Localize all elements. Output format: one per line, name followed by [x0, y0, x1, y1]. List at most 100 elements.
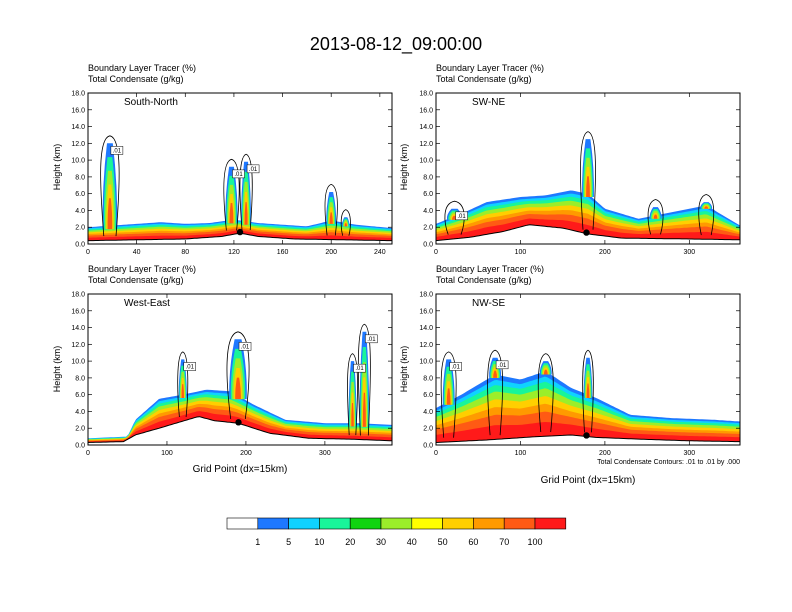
contour-label-box [183, 362, 197, 371]
panel-2-header-line2: Total Condensate (g/kg) [436, 74, 532, 84]
contour-label-box [238, 342, 252, 351]
x-tick-label: 300 [683, 249, 695, 256]
y-tick-label: 14.0 [419, 124, 433, 131]
y-tick-label: 2.0 [423, 225, 433, 232]
y-tick-label: 6.0 [75, 392, 85, 399]
colorbar-label: 30 [376, 537, 386, 547]
condensate-contour [324, 183, 338, 236]
colorbar-label: 20 [345, 537, 355, 547]
panel-1-header-line2: Total Condensate (g/kg) [88, 74, 184, 84]
convective-column [229, 203, 234, 224]
y-tick-label: 16.0 [71, 107, 85, 114]
y-tick-label: 16.0 [419, 308, 433, 315]
colorbar-swatch [257, 517, 289, 530]
terrain [88, 416, 392, 445]
y-tick-label: 12.0 [71, 141, 85, 148]
panel-1-header-line1: Boundary Layer Tracer (%) [88, 63, 196, 73]
location-marker [235, 419, 242, 426]
tracer-field [436, 349, 740, 445]
panel-name: South-North [124, 97, 178, 108]
x-tick-label: 200 [599, 450, 611, 457]
panel-2-header-line1: Boundary Layer Tracer (%) [436, 63, 544, 73]
y-tick-label: 12.0 [71, 342, 85, 349]
x-tick-label: 100 [515, 450, 527, 457]
terrain [88, 233, 392, 244]
colorbar-swatch [226, 517, 259, 530]
condensate-contour [647, 199, 664, 235]
colorbar-label: 100 [527, 537, 542, 547]
y-tick-label: 14.0 [419, 325, 433, 332]
panel-sw-ne: Boundary Layer Tracer (%) Total Condensa… [399, 63, 741, 256]
condensate-contour [580, 131, 596, 230]
colorbar-label: 60 [468, 537, 478, 547]
y-tick-label: 8.0 [423, 375, 433, 382]
contour-note: Total Condensate Contours: .01 to .01 by… [597, 459, 740, 466]
convective-column [362, 392, 366, 427]
convective-column [543, 369, 548, 375]
colorbar-label: 1 [255, 537, 260, 547]
convective-column [181, 384, 185, 398]
panel-3-xlabel: Grid Point (dx=15km) [193, 464, 288, 475]
convective-column [586, 176, 590, 197]
y-tick-label: 18.0 [419, 91, 433, 98]
condensate-contour [239, 153, 253, 231]
condensate-contour [440, 351, 457, 438]
panel-name: SW-NE [472, 97, 505, 108]
panel-3-header-line2: Total Condensate (g/kg) [88, 275, 184, 285]
y-tick-label: 2.0 [75, 225, 85, 232]
convective-column [704, 206, 709, 209]
colorbar-swatch [503, 517, 536, 530]
x-tick-label: 200 [240, 450, 252, 457]
colorbar-label: 50 [438, 537, 448, 547]
colorbar-swatch [380, 517, 413, 530]
y-tick-label: 4.0 [75, 208, 85, 215]
y-tick-label: 10.0 [419, 359, 433, 366]
y-tick-label: 14.0 [71, 325, 85, 332]
convective-column [244, 202, 248, 225]
y-tick-label: 8.0 [75, 174, 85, 181]
y-tick-label: 12.0 [419, 141, 433, 148]
y-tick-label: 8.0 [423, 174, 433, 181]
panel-2-ylabel: Height (km) [399, 144, 409, 191]
colorbar-label: 40 [407, 537, 417, 547]
condensate-contour [340, 209, 351, 236]
contour-label-box [495, 360, 509, 370]
colorbar-swatch [288, 517, 320, 530]
panel-name: West-East [124, 298, 170, 309]
y-tick-label: 14.0 [71, 124, 85, 131]
condensate-contour [177, 351, 189, 418]
contour-label-box [232, 169, 245, 179]
contour-label: .01 [451, 365, 460, 371]
x-tick-label: 0 [86, 249, 90, 256]
condensate-contour [698, 194, 715, 236]
colorbar-swatch [534, 517, 567, 530]
y-tick-label: 8.0 [75, 375, 85, 382]
contour-label: .01 [234, 172, 243, 178]
plot-frame [87, 293, 393, 446]
y-tick-label: 10.0 [419, 158, 433, 165]
y-tick-label: 2.0 [75, 426, 85, 433]
convective-column [107, 198, 113, 230]
condensate-contour [444, 200, 465, 235]
convective-column [493, 370, 498, 378]
condensate-contour [537, 353, 554, 433]
y-tick-label: 18.0 [71, 292, 85, 299]
location-marker [583, 432, 590, 439]
panel-1-ylabel: Height (km) [52, 144, 62, 191]
x-tick-label: 100 [515, 249, 527, 256]
colorbar-swatch [349, 517, 382, 530]
x-tick-label: 80 [181, 249, 189, 256]
y-tick-label: 4.0 [423, 208, 433, 215]
y-tick-label: 0.0 [75, 443, 85, 450]
y-tick-label: 6.0 [423, 191, 433, 198]
x-tick-label: 120 [228, 249, 240, 256]
panel-3-ylabel: Height (km) [52, 346, 62, 393]
convective-column [586, 383, 590, 398]
x-tick-label: 40 [133, 249, 141, 256]
colorbar-swatch [442, 517, 474, 530]
contour-label: .01 [367, 337, 376, 343]
panel-nw-se: Boundary Layer Tracer (%) Total Condensa… [399, 264, 741, 486]
plot-frame [435, 92, 741, 245]
contour-label-box [455, 211, 468, 221]
